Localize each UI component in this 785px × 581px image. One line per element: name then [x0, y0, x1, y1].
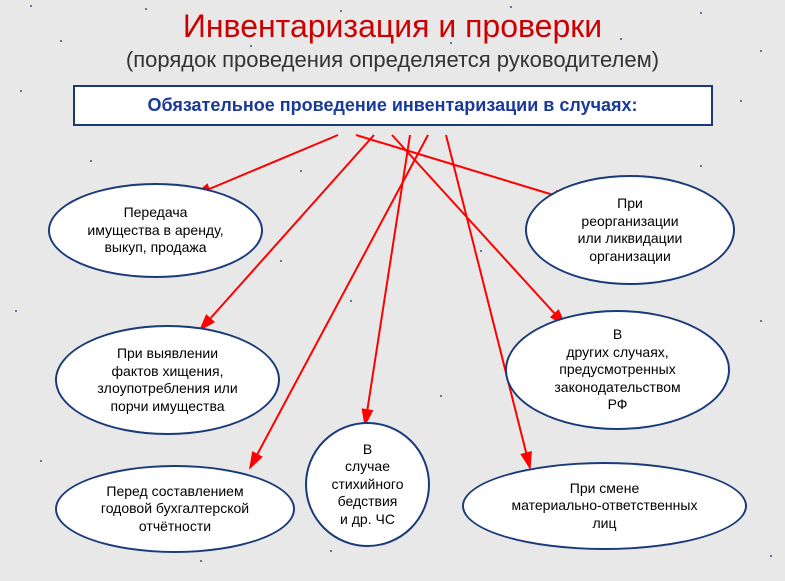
- header-box: Обязательное проведение инвентаризации в…: [73, 85, 713, 126]
- subtitle: (порядок проведения определяется руковод…: [0, 47, 785, 73]
- bubble-b3: При выявлениифактов хищения,злоупотребле…: [55, 325, 280, 435]
- main-title: Инвентаризация и проверки: [0, 0, 785, 45]
- bubble-b6: Перед составлениемгодовой бухгалтерскойо…: [55, 465, 295, 553]
- bubble-b7: При сменематериально-ответственныхлиц: [462, 462, 747, 550]
- bubble-b5: Вслучаестихийногобедствияи др. ЧС: [305, 422, 430, 547]
- bubble-b1: Передачаимущества в аренду,выкуп, продаж…: [48, 183, 263, 278]
- bubble-b2: Приреорганизацииили ликвидацииорганизаци…: [525, 175, 735, 285]
- bubble-b4: Вдругих случаях,предусмотренныхзаконодат…: [505, 310, 730, 430]
